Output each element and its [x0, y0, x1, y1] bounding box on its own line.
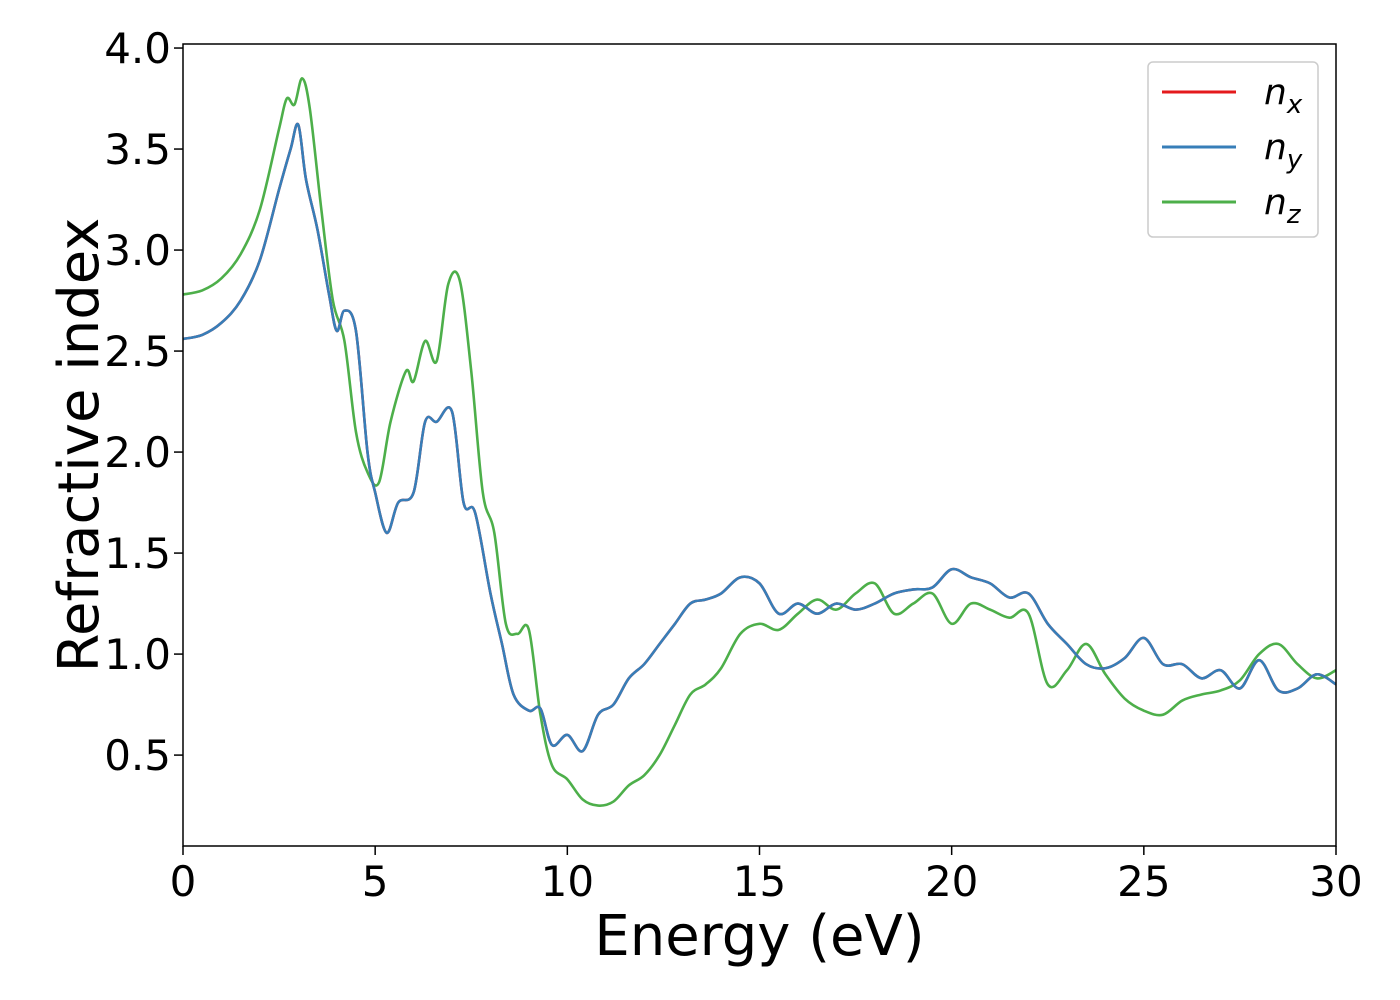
legend-box	[1147, 61, 1319, 238]
x-tick-label: 5	[362, 857, 389, 906]
y-tick-label: 2.0	[104, 428, 171, 477]
x-tick-label: 15	[733, 857, 786, 906]
y-axis-title: Refractive index	[47, 218, 112, 673]
y-ticks-layer: 0.5 1.0 1.5 2.0 2.5 3.0 3.5 4.0	[104, 24, 183, 780]
y-tick-label: 1.0	[104, 630, 171, 679]
legend: nx ny nz	[1147, 61, 1319, 238]
x-tick-label: 0	[170, 857, 197, 906]
y-tick-label: 3.5	[104, 125, 171, 174]
x-tick-label: 25	[1117, 857, 1170, 906]
y-tick-label: 2.5	[104, 327, 171, 376]
x-tick-label: 10	[541, 857, 594, 906]
y-tick-label: 1.5	[104, 529, 171, 578]
y-tick-label: 0.5	[104, 731, 171, 780]
series-line-n-y	[183, 122, 1336, 753]
series-line-n-z	[183, 77, 1336, 807]
y-tick-label: 3.0	[104, 226, 171, 275]
series-layer	[183, 77, 1336, 807]
x-ticks-layer: 0 5 10 15 20 25 30	[170, 846, 1363, 906]
x-axis-title: Energy (eV)	[594, 904, 924, 969]
x-tick-label: 30	[1309, 857, 1362, 906]
legend-label-nz: nz	[1264, 182, 1302, 230]
y-tick-label: 4.0	[104, 24, 171, 73]
legend-label-nx: nx	[1264, 72, 1303, 120]
x-tick-label: 20	[925, 857, 978, 906]
legend-label-ny: ny	[1264, 127, 1303, 175]
